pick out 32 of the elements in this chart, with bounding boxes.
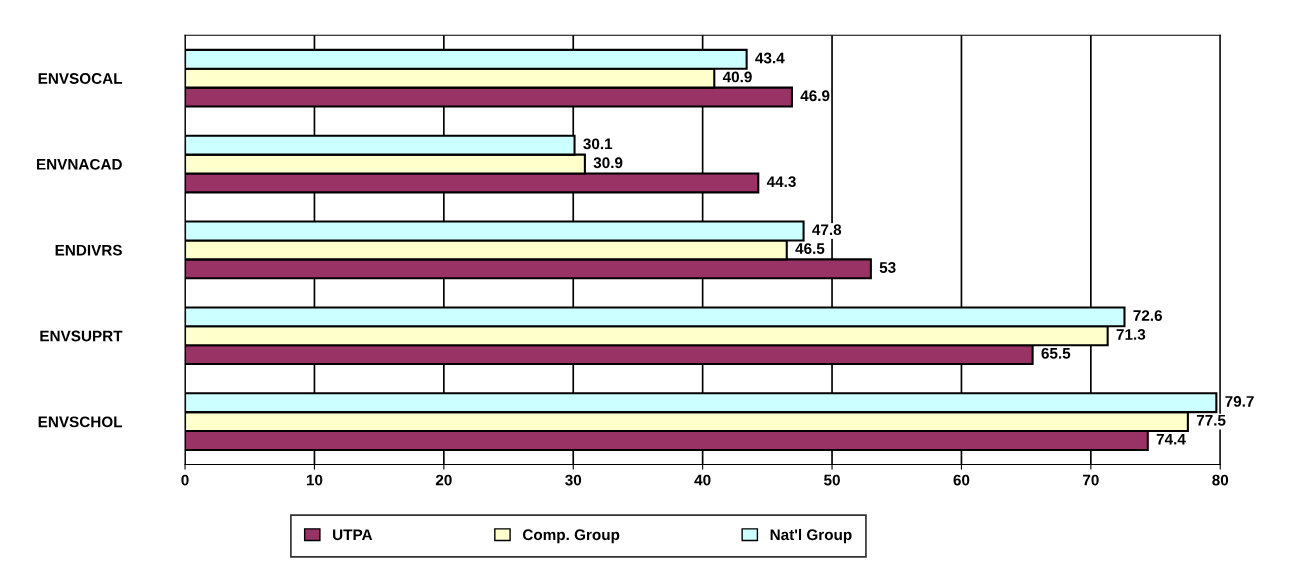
x-tick-label: 80 <box>1212 474 1229 486</box>
data-label: 79.7 <box>1225 395 1254 407</box>
data-label: 65.5 <box>1041 347 1071 359</box>
legend-label: Nat'l Group <box>770 528 852 544</box>
legend-label: Comp. Group <box>522 529 620 544</box>
data-label: 53 <box>879 262 896 273</box>
data-label: 43.4 <box>755 52 785 64</box>
x-tick-label: 10 <box>306 474 323 486</box>
x-tick-label: 0 <box>181 474 189 486</box>
x-tick-label: 50 <box>824 474 840 486</box>
data-label: 30.1 <box>583 138 613 150</box>
data-label: 77.5 <box>1196 415 1226 426</box>
y-tick-label: ENVSUPRT <box>40 330 123 342</box>
y-tick-label: ENVSCHOL <box>38 416 123 428</box>
data-label: 72.6 <box>1133 310 1162 321</box>
x-tick-label: 70 <box>1083 474 1099 486</box>
x-tick-label: 20 <box>435 474 452 486</box>
x-tick-label: 60 <box>953 474 970 486</box>
data-label: 47.8 <box>812 224 842 236</box>
data-label: 46.5 <box>795 243 825 254</box>
data-label: 71.3 <box>1116 329 1146 340</box>
data-label: 44.3 <box>766 176 796 188</box>
data-label: 40.9 <box>722 71 752 83</box>
y-tick-label: ENDIVRS <box>55 244 122 256</box>
data-label: 74.4 <box>1156 433 1186 445</box>
x-tick-label: 30 <box>565 474 582 486</box>
y-tick-label: ENVNACAD <box>36 158 122 170</box>
y-tick-label: ENVSOCAL <box>38 73 123 84</box>
data-label: 30.9 <box>593 157 623 169</box>
x-tick-label: 40 <box>694 474 711 486</box>
legend-label: UTPA <box>333 529 373 541</box>
data-label: 46.9 <box>800 90 830 102</box>
